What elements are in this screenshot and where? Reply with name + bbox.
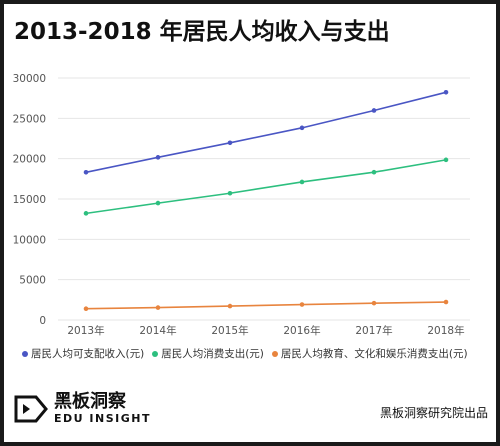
y-tick-label: 30000	[13, 73, 46, 85]
y-tick-label: 15000	[13, 194, 46, 206]
legend-item-consumption: 居民人均消费支出(元)	[152, 346, 264, 361]
legend-marker-education	[271, 350, 278, 357]
data-point-consumption	[443, 157, 449, 163]
y-tick-label: 10000	[13, 234, 46, 246]
series-line-income	[85, 91, 447, 174]
data-point-consumption	[371, 169, 377, 175]
series-lines	[83, 89, 449, 312]
legend-label-education: 居民人均教育、文化和娱乐消费支出(元)	[280, 348, 468, 360]
logo-mark-icon	[14, 395, 48, 423]
credit-text: 黑板洞察研究院出品	[379, 406, 488, 420]
legend-item-education: 居民人均教育、文化和娱乐消费支出(元)	[271, 346, 468, 361]
legend-label-income: 居民人均可支配收入(元)	[31, 348, 145, 360]
grid-lines	[58, 77, 470, 321]
x-tick-label: 2013年	[67, 324, 104, 337]
data-point-education	[83, 306, 89, 312]
y-tick-label: 5000	[19, 275, 46, 287]
y-tick-label: 25000	[13, 113, 46, 125]
brand-name-cn: 黑板洞察	[54, 391, 126, 412]
data-point-education	[371, 300, 377, 306]
data-point-income	[227, 140, 233, 146]
data-point-consumption	[299, 179, 305, 185]
x-tick-label: 2015年	[211, 324, 248, 337]
data-point-education	[155, 305, 161, 310]
x-tick-label: 2017年	[355, 324, 392, 337]
data-point-consumption	[227, 190, 233, 196]
legend-item-income: 居民人均可支配收入(元)	[22, 346, 144, 361]
x-tick-label: 2014年	[139, 324, 176, 337]
data-point-consumption	[155, 200, 161, 206]
data-point-education	[443, 299, 449, 305]
x-tick-label: 2016年	[283, 324, 320, 337]
data-point-education	[299, 302, 305, 307]
y-tick-label: 20000	[13, 154, 46, 166]
data-point-income	[371, 108, 377, 113]
data-point-income	[155, 155, 161, 160]
brand-logo: 黑板洞察 EDU INSIGHT	[14, 392, 151, 426]
brand-name-en: EDU INSIGHT	[54, 412, 151, 425]
x-tick-label: 2018年	[427, 324, 464, 337]
chart-title: 2013-2018 年居民人均收入与支出	[14, 19, 390, 45]
data-point-education	[227, 303, 233, 309]
series-line-education	[85, 301, 447, 310]
series-line-consumption	[85, 159, 447, 215]
data-point-income	[443, 89, 449, 95]
y-axis-ticks: 0 5000 10000 15000 20000 25000 30000	[13, 73, 46, 327]
y-tick-label: 0	[39, 315, 46, 327]
legend-marker-consumption	[152, 350, 159, 357]
legend-label-consumption: 居民人均消费支出(元)	[161, 348, 264, 360]
x-axis-ticks: 2013年 2014年 2015年 2016年 2017年 2018年	[67, 324, 464, 337]
data-point-consumption	[83, 211, 89, 216]
data-point-income	[299, 125, 305, 131]
data-point-income	[83, 169, 89, 175]
legend: 居民人均可支配收入(元) 居民人均消费支出(元) 居民人均教育、文化和娱乐消费支…	[22, 346, 468, 361]
legend-marker-income	[22, 350, 28, 357]
